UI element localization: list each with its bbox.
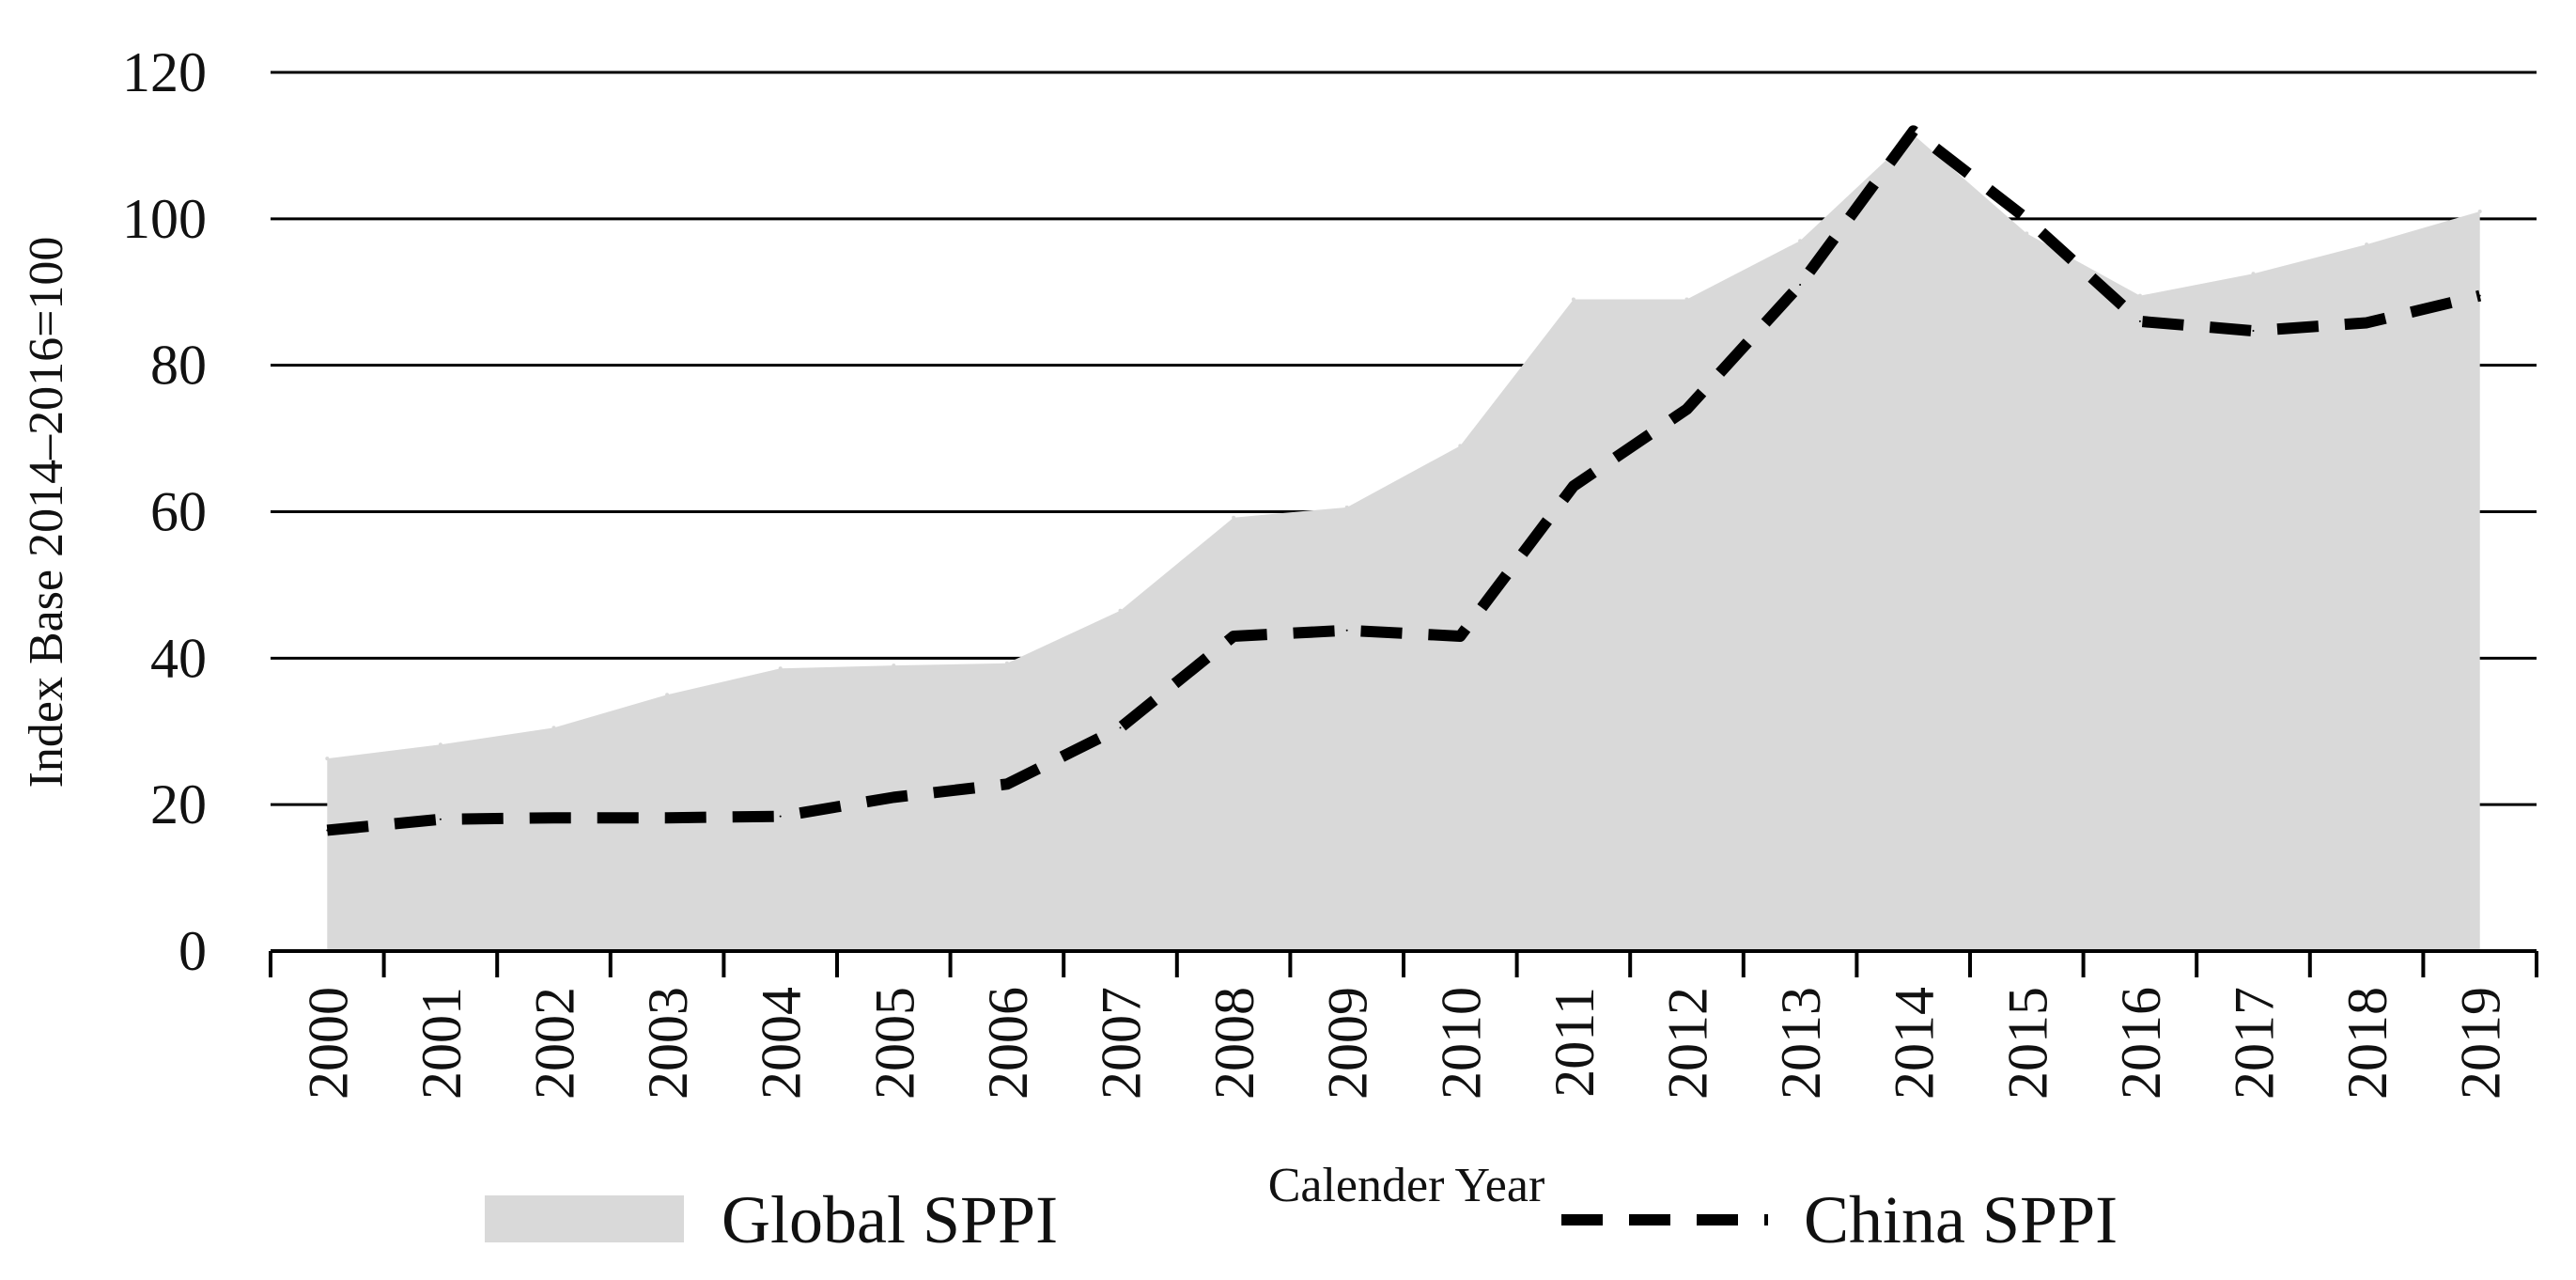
global-sppi-point-2017	[2251, 272, 2256, 276]
global-sppi-point-2007	[1118, 608, 1123, 613]
x-tick-label-2002: 2002	[524, 987, 586, 1100]
y-tick-label: 100	[122, 188, 207, 250]
x-tick-label-2007: 2007	[1091, 987, 1153, 1100]
x-tick-label-2009: 2009	[1317, 987, 1379, 1100]
x-tick-label-2006: 2006	[977, 987, 1039, 1100]
x-tick-labels: 2000 2001 2002 2003 2004 2005 2006 2007 2008 2009…	[297, 987, 2511, 1100]
x-tick-label-2012: 2012	[1657, 987, 1719, 1100]
x-tick-label-2016: 2016	[2110, 987, 2172, 1100]
x-tick-label-2011: 2011	[1544, 987, 1606, 1098]
y-tick-label: 80	[150, 335, 207, 397]
global-sppi-point-2003	[665, 693, 670, 697]
china-sppi-point-2018	[2366, 321, 2368, 324]
china-sppi-line	[326, 125, 2482, 836]
x-tick-label-2013: 2013	[1770, 987, 1832, 1100]
china-sppi-point-2006	[1005, 783, 1008, 786]
x-tick-label-2018: 2018	[2336, 987, 2398, 1100]
china-sppi-point-2014	[1912, 130, 1915, 133]
y-tick-label: 40	[150, 627, 207, 689]
global-sppi-point-2010	[1458, 444, 1463, 448]
legend-swatch-global-sppi	[485, 1195, 684, 1242]
global-sppi-point-2001	[438, 742, 442, 747]
x-tick-label-2015: 2015	[1996, 987, 2058, 1100]
x-tick-label-2017: 2017	[2224, 987, 2286, 1100]
china-sppi-point-2008	[1233, 634, 1235, 637]
global-sppi-area	[327, 134, 2480, 951]
x-tick-label-2005: 2005	[863, 987, 925, 1100]
china-sppi-point-2004	[779, 815, 782, 818]
global-sppi-point-2012	[1684, 297, 1689, 302]
global-sppi-point-2005	[892, 663, 896, 668]
china-sppi-line-layer	[326, 125, 2482, 836]
global-sppi-point-2015	[2025, 231, 2029, 236]
global-sppi-point-2004	[778, 666, 783, 671]
china-sppi-point-2017	[2252, 330, 2255, 333]
china-sppi-point-2000	[326, 829, 329, 832]
x-tick-label-2014: 2014	[1884, 987, 1946, 1100]
global-sppi-point-2009	[1344, 505, 1349, 509]
x-tick-label-2019: 2019	[2450, 987, 2512, 1100]
china-sppi-point-2009	[1345, 629, 1348, 632]
y-axis-title: Index Base 2014–2016=100	[20, 237, 73, 788]
global-sppi-point-2019	[2477, 210, 2482, 214]
china-sppi-point-2002	[552, 817, 555, 820]
legend-label-global-sppi: Global SPPI	[722, 1182, 1058, 1257]
y-tick-label: 60	[150, 481, 207, 543]
global-sppi-point-2008	[1232, 515, 1236, 520]
china-sppi-point-2019	[2478, 294, 2481, 297]
china-sppi-point-2007	[1119, 726, 1122, 729]
y-tick-label: 0	[178, 920, 207, 982]
global-sppi-point-2011	[1571, 297, 1575, 302]
x-tick-label-2003: 2003	[637, 987, 699, 1100]
china-sppi-point-2016	[2138, 320, 2141, 322]
y-tick-labels: 0 20 40 60 80 100 120	[122, 41, 207, 982]
y-tick-label: 120	[122, 41, 207, 103]
global-sppi-point-2013	[1798, 239, 1803, 243]
global-sppi-point-2000	[325, 757, 330, 761]
china-sppi-point-2005	[892, 796, 895, 799]
china-sppi-point-2003	[666, 817, 669, 820]
x-axis-title: Calender Year	[1268, 1159, 1545, 1212]
legend: Global SPPI China SPPI	[485, 1182, 2118, 1257]
x-tick-label-2008: 2008	[1203, 987, 1265, 1100]
global-sppi-area-layer	[325, 133, 2482, 951]
china-sppi-point-2001	[439, 818, 442, 820]
china-sppi-point-2012	[1685, 408, 1688, 411]
global-sppi-point-2002	[551, 726, 556, 730]
y-tick-label: 20	[150, 773, 207, 835]
china-sppi-point-2011	[1572, 485, 1575, 488]
x-tick-label-2010: 2010	[1430, 987, 1492, 1100]
x-tick-label-2000: 2000	[297, 987, 359, 1100]
china-sppi-point-2015	[2025, 217, 2028, 220]
china-sppi-point-2010	[1459, 634, 1462, 637]
global-sppi-point-2006	[1004, 661, 1009, 665]
legend-label-china-sppi: China SPPI	[1804, 1182, 2118, 1257]
axes	[269, 949, 2538, 977]
x-tick-label-2001: 2001	[411, 987, 473, 1100]
china-sppi-point-2013	[1799, 283, 1802, 286]
global-sppi-point-2016	[2137, 293, 2142, 298]
global-sppi-point-2018	[2365, 242, 2369, 247]
x-tick-label-2004: 2004	[751, 987, 813, 1100]
